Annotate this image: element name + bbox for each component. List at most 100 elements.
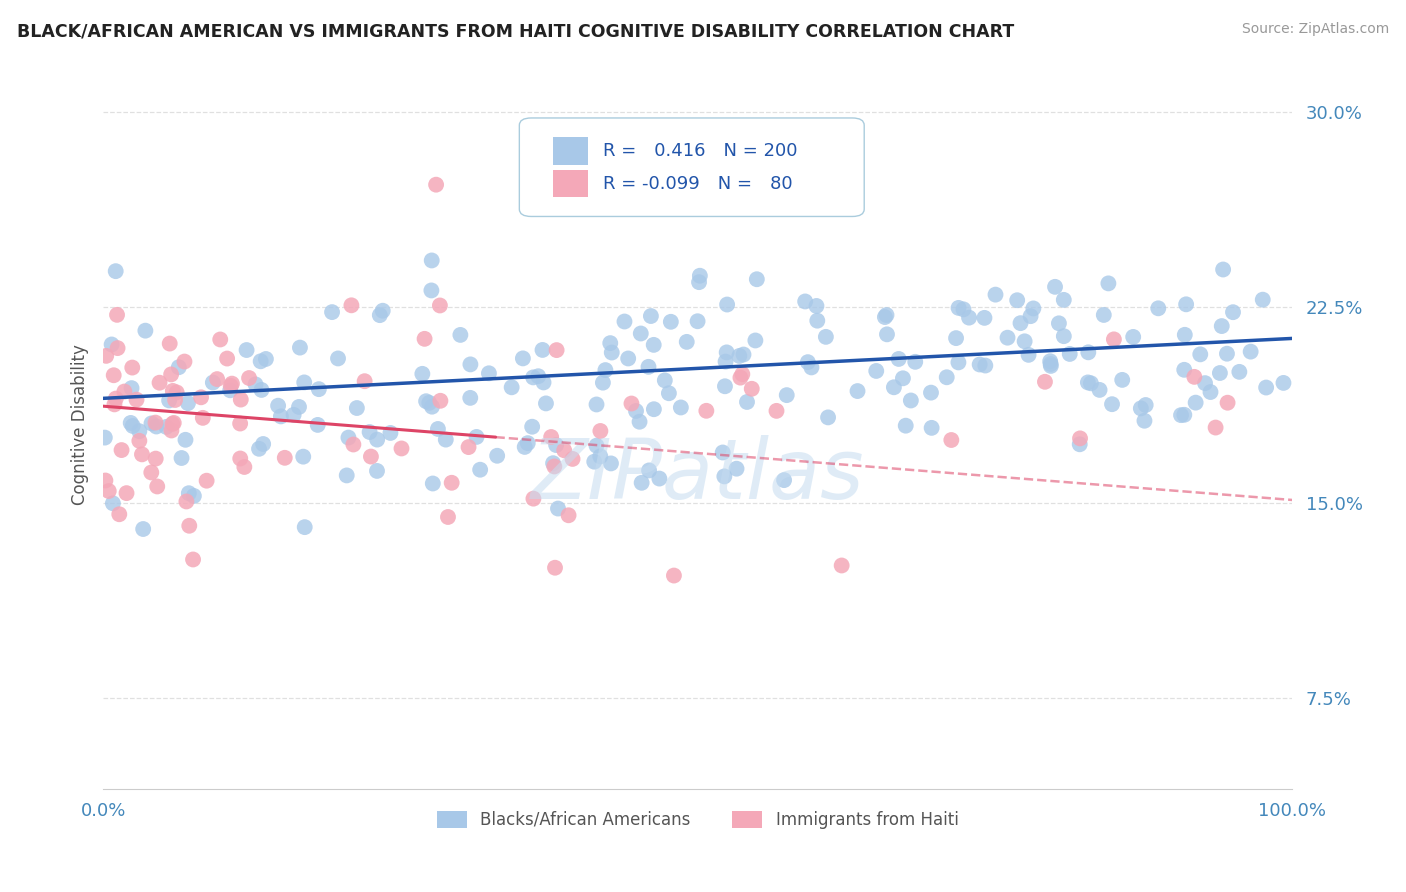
Point — [205, 372, 228, 386]
Point — [589, 450, 612, 464]
Point — [1097, 277, 1119, 291]
Point — [1092, 308, 1115, 322]
Point — [422, 476, 444, 491]
Point — [391, 442, 413, 456]
Point — [190, 390, 212, 404]
Point — [134, 324, 156, 338]
Point — [620, 396, 643, 410]
Point — [735, 395, 758, 409]
Point — [235, 343, 257, 357]
Point — [170, 450, 193, 465]
Point — [346, 401, 368, 415]
Point — [689, 268, 711, 283]
Point — [1053, 293, 1076, 307]
Point — [1014, 334, 1036, 349]
Point — [366, 433, 388, 447]
Point — [876, 327, 898, 342]
Point — [1173, 408, 1195, 422]
Point — [952, 302, 974, 317]
Point — [527, 369, 550, 384]
Point — [599, 336, 621, 351]
Point — [1170, 408, 1192, 422]
Point — [654, 373, 676, 387]
Point — [429, 393, 451, 408]
Point — [229, 417, 252, 431]
Point — [648, 472, 671, 486]
Point — [613, 314, 636, 328]
Point — [368, 308, 391, 322]
Point — [900, 393, 922, 408]
Point — [201, 376, 224, 390]
Point — [894, 418, 917, 433]
Point — [628, 415, 651, 429]
Point — [716, 345, 738, 359]
Point — [686, 314, 709, 328]
Point — [876, 308, 898, 322]
Point — [561, 451, 583, 466]
Point — [353, 374, 375, 388]
Point — [292, 376, 315, 390]
Point — [1059, 347, 1081, 361]
Point — [270, 409, 292, 424]
Point — [229, 392, 252, 407]
Point — [371, 303, 394, 318]
Point — [583, 455, 606, 469]
Point — [1039, 359, 1062, 373]
Point — [1019, 309, 1042, 323]
Point — [1101, 397, 1123, 411]
Point — [120, 416, 142, 430]
Point — [326, 351, 349, 366]
Point — [96, 349, 118, 363]
Point — [181, 552, 204, 566]
Point — [413, 332, 436, 346]
Point — [420, 284, 443, 298]
Point — [179, 518, 201, 533]
Point — [292, 450, 315, 464]
Point — [1227, 365, 1250, 379]
Point — [1175, 297, 1198, 311]
Point — [176, 494, 198, 508]
Point — [209, 333, 232, 347]
Point — [516, 436, 538, 450]
Point — [449, 327, 471, 342]
Point — [429, 298, 451, 312]
Point — [546, 438, 568, 452]
Point — [688, 275, 710, 289]
Point — [1147, 301, 1170, 316]
Point — [728, 349, 751, 363]
Point — [115, 486, 138, 500]
Point — [806, 299, 828, 313]
Point — [1216, 347, 1239, 361]
Point — [167, 360, 190, 375]
Point — [458, 391, 481, 405]
Point — [800, 360, 823, 375]
Point — [100, 337, 122, 351]
Point — [638, 463, 661, 477]
Point — [501, 380, 523, 394]
Point — [465, 430, 488, 444]
Point — [1222, 305, 1244, 319]
Point — [669, 401, 692, 415]
Point — [486, 449, 509, 463]
Point — [1039, 357, 1062, 371]
Point — [920, 385, 942, 400]
Point — [541, 456, 564, 470]
Text: R = -0.099 N = 80: R = -0.099 N = 80 — [603, 175, 792, 193]
Point — [846, 384, 869, 398]
Point — [141, 466, 163, 480]
Point — [233, 460, 256, 475]
Point — [546, 343, 568, 358]
Point — [434, 433, 457, 447]
Point — [336, 468, 359, 483]
Point — [814, 330, 837, 344]
Point — [543, 459, 565, 474]
Point — [274, 450, 297, 465]
Point — [1122, 330, 1144, 344]
Point — [534, 396, 557, 410]
Point — [191, 410, 214, 425]
Point — [160, 368, 183, 382]
Point — [1047, 316, 1070, 330]
Point — [797, 355, 820, 369]
Point — [420, 400, 443, 414]
Point — [1272, 376, 1295, 390]
